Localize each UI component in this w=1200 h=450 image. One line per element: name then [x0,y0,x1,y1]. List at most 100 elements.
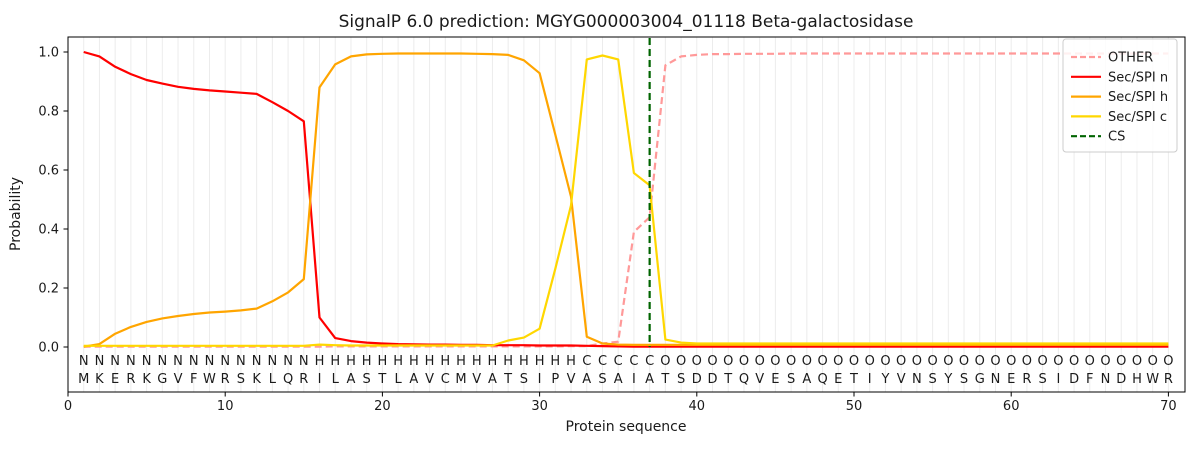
region-letter: O [912,354,922,369]
region-letter: O [865,354,875,369]
legend-box [1062,38,1178,153]
region-letter: O [676,354,686,369]
residue-letter: Q [817,372,827,387]
residue-letter: R [221,372,230,387]
residue-letter: V [567,372,576,387]
residue-letter: D [1069,372,1079,387]
region-letter: O [1022,354,1032,369]
region-letter: C [645,354,654,369]
residue-letter: T [849,372,858,387]
residue-letter: A [614,372,623,387]
x-tick-label: 70 [1160,399,1177,414]
residue-letter: A [409,372,418,387]
residue-letter: T [377,372,386,387]
residue-letter: E [111,372,119,387]
region-letter: O [723,354,733,369]
x-axis-ticks: 0 10 20 30 40 50 60 70 [64,392,1177,414]
residue-letter: R [299,372,308,387]
residue-letter: N [1101,372,1111,387]
region-letter: H [566,354,576,369]
region-letter: O [1085,354,1095,369]
x-tick-label: 50 [846,399,863,414]
region-letter: N [157,354,167,369]
region-letter: N [252,354,262,369]
residue-letter: F [190,372,197,387]
region-letter: H [519,354,529,369]
residue-letter: I [868,372,872,387]
region-letter: N [283,354,293,369]
series-line-sec-spi-h [83,52,1169,348]
residue-letter: R [1164,372,1173,387]
region-letter: O [660,354,670,369]
region-letter: N [267,354,277,369]
region-letter: O [849,354,859,369]
region-letter: O [692,354,702,369]
residue-letter: V [472,372,481,387]
region-letter: H [393,354,403,369]
y-tick-label: 1.0 [38,46,59,61]
residue-letter: S [363,372,371,387]
residue-letter: S [928,372,936,387]
y-tick-label: 0.0 [38,341,59,356]
legend-label-other: OTHER [1108,51,1153,66]
region-letter: O [959,354,969,369]
region-letter: O [1132,354,1142,369]
residue-letter: S [960,372,968,387]
x-tick-label: 30 [531,399,548,414]
residue-letter: I [318,372,322,387]
series-line-sec-spi-c [83,54,1169,347]
region-letter: C [582,354,591,369]
residue-letter: S [237,372,245,387]
residue-letter: R [126,372,135,387]
region-letter: O [755,354,765,369]
region-letter: O [833,354,843,369]
region-letter: O [1053,354,1063,369]
region-letter: H [409,354,419,369]
chart-title: SignalP 6.0 prediction: MGYG000003004_01… [339,12,914,32]
region-letter: H [346,354,356,369]
region-letter: O [1100,354,1110,369]
residue-letter: G [975,372,985,387]
region-letter: N [142,354,152,369]
residue-letter: A [645,372,654,387]
residue-letter: V [174,372,183,387]
residue-letter: Y [943,372,952,387]
region-letter: H [488,354,498,369]
y-tick-label: 0.6 [38,164,59,179]
x-tick-label: 40 [689,399,706,414]
residue-letter: I [538,372,542,387]
region-letter: O [1116,354,1126,369]
region-letter: H [330,354,340,369]
region-letter: N [79,354,89,369]
residue-letter: L [394,372,402,387]
residue-letter: E [771,372,779,387]
residue-letter: I [1056,372,1060,387]
region-letter: N [110,354,120,369]
residue-letter: W [203,372,216,387]
region-letter: H [456,354,466,369]
y-tick-label: 0.2 [38,282,59,297]
residue-letter: K [252,372,261,387]
legend-label-sec_spi_h: Sec/SPI h [1108,90,1168,105]
residue-letter: Q [283,372,293,387]
y-axis-ticks: 0.0 0.2 0.4 0.6 0.8 1.0 [38,46,68,356]
series-line-sec-spi-n [83,50,1169,348]
legend-label-sec_spi_c: Sec/SPI c [1108,110,1167,125]
residue-letter: R [1022,372,1031,387]
region-letter: O [786,354,796,369]
residue-letter: N [991,372,1001,387]
residue-letter: I [632,372,636,387]
residue-letter: E [1007,372,1015,387]
residue-letter: D [708,372,718,387]
sequence-letters: NMNKNENRNKNGNVNFNWNRNSNKNLNQNRHIHLHAHSHT… [78,354,1173,387]
residue-letter: D [1116,372,1126,387]
region-letter: H [362,354,372,369]
residue-letter: G [157,372,167,387]
region-letter: O [739,354,749,369]
region-letter: N [173,354,183,369]
residue-letter: F [1086,372,1093,387]
residue-letter: S [677,372,685,387]
region-letter: O [770,354,780,369]
region-letter: H [472,354,482,369]
